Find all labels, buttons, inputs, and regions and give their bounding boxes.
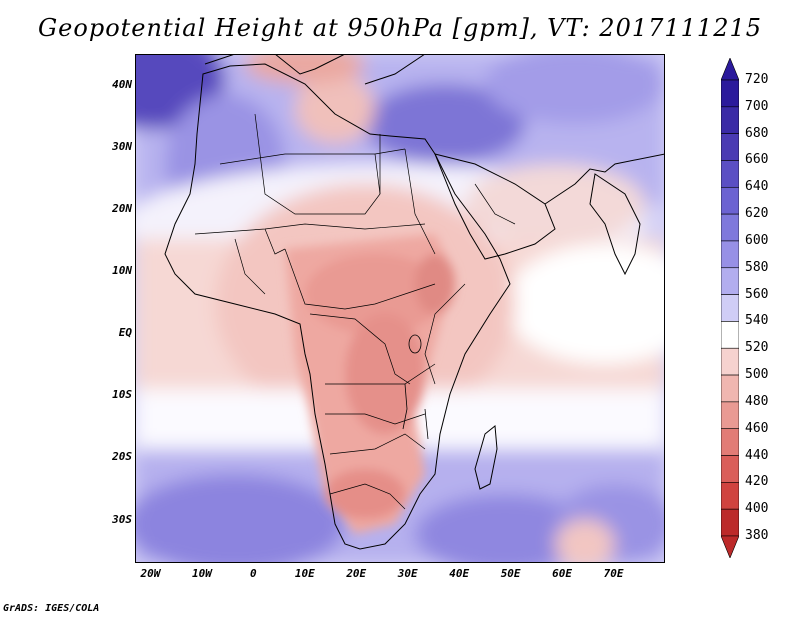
lat-label: 30S [112,512,132,526]
lon-label: 50E [500,567,521,580]
lon-label: 30E [397,567,418,580]
colorbar-swatch [721,79,739,108]
colorbar-label: 660 [745,152,769,168]
colorbar-swatch [721,160,739,188]
colorbar-top-triangle [721,58,739,81]
colorbar-label: 500 [745,367,769,383]
lat-label: 10N [112,264,132,278]
colorbar-swatch [721,455,739,483]
colorbar-swatch [721,347,739,376]
colorbar-swatch [721,213,739,242]
colorbar-label: 640 [745,179,769,195]
lat-label: 40N [112,78,132,92]
colorbar-swatch [721,482,739,510]
map-border [135,54,665,563]
lat-label: 20N [112,202,132,216]
lakes [402,334,429,440]
map-panel [135,54,665,563]
lon-label: 40E [449,567,470,580]
colorbar-label: 560 [745,286,769,302]
credit-label: GrADS: IGES/COLA [3,603,100,614]
colorbar-label: 440 [745,447,769,463]
colorbar-swatch [721,428,739,456]
colorbar-label: 700 [745,98,769,114]
colorbar-swatch [721,294,739,322]
lon-label: 0 [250,567,257,580]
colorbar-swatch [721,401,739,430]
lat-label: EQ [118,326,132,340]
map-svg [135,54,665,563]
country-borders [194,113,516,510]
colorbar-label: 380 [745,528,769,543]
colorbar-bottom-triangle [721,535,739,558]
colorbar-label: 460 [745,420,769,436]
colorbar-swatch [721,321,739,349]
colorbar-label: 680 [745,125,769,141]
colorbar-label: 580 [745,259,769,275]
lon-label: 20W [140,567,161,580]
colorbar-swatch [721,508,739,537]
colorbar-swatch [721,133,739,161]
colorbar-swatch [721,240,739,269]
colorbar-swatch [721,186,739,215]
lat-label: 20S [112,450,132,464]
colorbar-label: 420 [745,474,769,490]
colorbar-label: 540 [745,313,769,329]
lat-label: 10S [112,388,132,402]
lat-label: 30N [112,140,132,154]
lon-label: 20E [346,567,367,580]
colorbar-label: 720 [745,72,769,87]
lon-label: 70E [603,567,624,580]
colorbar-label: 520 [745,340,769,356]
colorbar-label: 600 [745,232,769,248]
lon-label: 60E [552,567,573,580]
colorbar-swatch [721,267,739,295]
coastlines [164,54,665,550]
colorbar-label: 480 [745,393,769,409]
lon-label: 10E [294,567,315,580]
colorbar-label: 400 [745,501,769,517]
colorbar [721,58,739,558]
colorbar-swatch [721,106,739,134]
colorbar-label: 620 [745,206,769,222]
map-title: Geopotential Height at 950hPa [gpm], VT:… [38,14,762,42]
colorbar-swatch [721,374,739,403]
lon-label: 10W [191,567,212,580]
